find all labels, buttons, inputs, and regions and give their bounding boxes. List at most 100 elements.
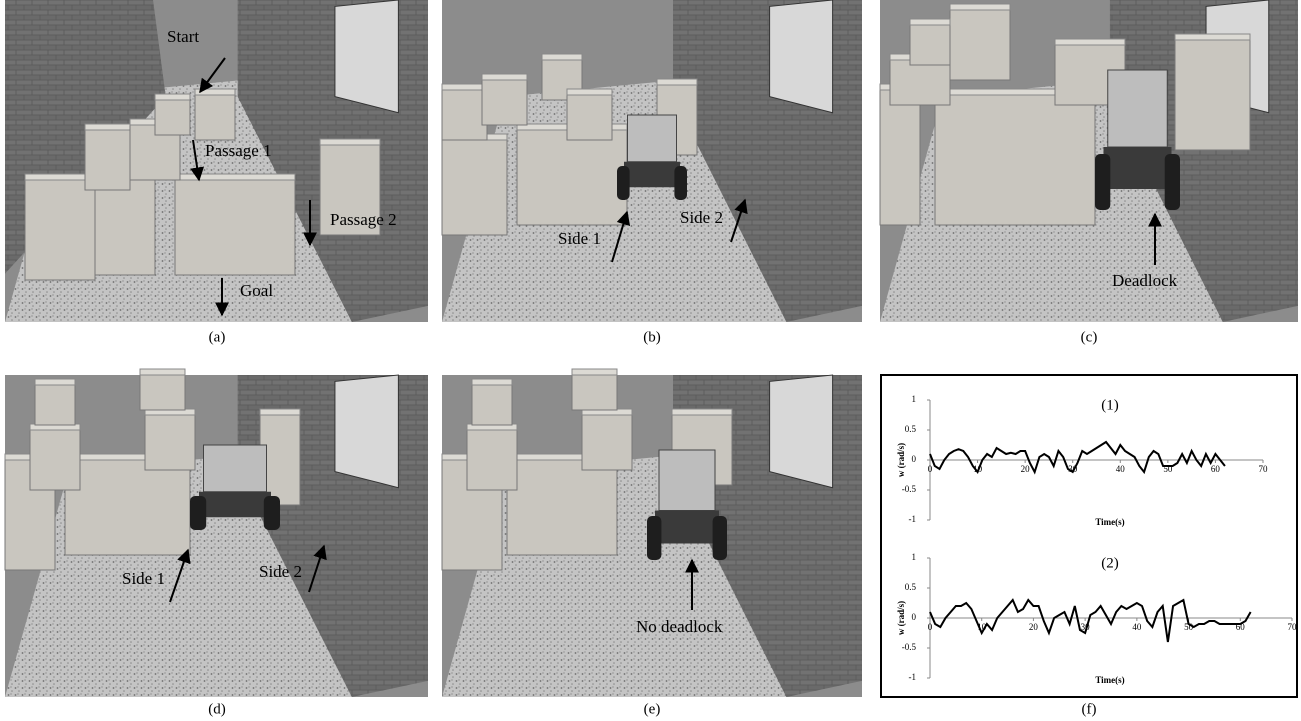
annotation: Passage 1 xyxy=(205,141,272,160)
box xyxy=(890,60,950,105)
box xyxy=(195,95,235,140)
box-top xyxy=(1175,34,1250,40)
poster xyxy=(770,0,833,113)
robot-base xyxy=(199,492,271,518)
box xyxy=(517,130,627,225)
robot-frame xyxy=(628,115,677,162)
x-axis-label: Time(s) xyxy=(1095,675,1124,685)
box-top xyxy=(472,379,512,385)
x-tick-label: 20 xyxy=(1029,622,1039,632)
box xyxy=(950,10,1010,80)
box-top xyxy=(910,19,950,25)
box xyxy=(582,415,632,470)
x-tick-label: 60 xyxy=(1211,464,1221,474)
box xyxy=(472,385,512,425)
annotation: Side 1 xyxy=(122,569,165,588)
caption: (f) xyxy=(1082,701,1097,717)
photo xyxy=(5,369,428,697)
y-tick-label: 0 xyxy=(912,454,917,464)
y-axis-label: w (rad/s) xyxy=(896,601,906,635)
photo xyxy=(442,369,862,697)
y-tick-label: -0.5 xyxy=(902,642,917,652)
box-top xyxy=(672,409,732,415)
annotation: Side 2 xyxy=(680,208,723,227)
box-top xyxy=(442,84,487,90)
robot-frame xyxy=(204,445,267,492)
robot-base xyxy=(1104,147,1172,189)
poster xyxy=(770,375,833,488)
y-axis-label: w (rad/s) xyxy=(896,443,906,477)
x-tick-label: 40 xyxy=(1132,622,1142,632)
box-top xyxy=(85,124,130,130)
y-tick-label: 0.5 xyxy=(905,424,917,434)
box xyxy=(482,80,527,125)
wheel xyxy=(1095,154,1110,210)
box-top xyxy=(482,74,527,80)
y-tick-label: -1 xyxy=(909,672,917,682)
box-top xyxy=(950,4,1010,10)
y-tick-label: 1 xyxy=(912,552,917,562)
annotation: No deadlock xyxy=(636,617,723,636)
box xyxy=(567,95,612,140)
chart-frame xyxy=(881,375,1297,697)
box xyxy=(35,385,75,425)
robot-frame xyxy=(659,450,715,511)
y-tick-label: 0 xyxy=(912,612,917,622)
box-top xyxy=(175,174,295,180)
caption: (d) xyxy=(208,701,226,717)
robot-base xyxy=(624,162,680,188)
box-top xyxy=(155,94,190,100)
box xyxy=(442,140,507,235)
caption: (b) xyxy=(643,329,661,345)
x-tick-label: 20 xyxy=(1021,464,1031,474)
figure: Start Passage 1 Passage 2 Goal Side 1 Si… xyxy=(0,0,1301,721)
poster xyxy=(335,375,398,488)
box xyxy=(65,460,190,555)
y-tick-label: -0.5 xyxy=(902,484,917,494)
box xyxy=(30,430,80,490)
photo xyxy=(880,0,1298,322)
box-top xyxy=(657,79,697,85)
chart-title: (2) xyxy=(1101,555,1119,571)
x-tick-label: 40 xyxy=(1116,464,1126,474)
box-top xyxy=(542,54,582,60)
wheel xyxy=(647,516,661,560)
box-top xyxy=(320,139,380,145)
y-tick-label: 0.5 xyxy=(905,582,917,592)
box xyxy=(572,375,617,410)
annotation: Deadlock xyxy=(1112,271,1178,290)
x-axis-label: Time(s) xyxy=(1095,517,1124,527)
wheel xyxy=(713,516,727,560)
box-top xyxy=(35,379,75,385)
robot-frame xyxy=(1108,70,1168,147)
caption: (a) xyxy=(209,329,226,345)
box xyxy=(155,100,190,135)
y-tick-label: -1 xyxy=(909,514,917,524)
chart-title: (1) xyxy=(1101,397,1119,413)
photo xyxy=(5,0,428,322)
box xyxy=(880,90,920,225)
annotation: Passage 2 xyxy=(330,210,397,229)
box xyxy=(85,130,130,190)
annotation: Start xyxy=(167,27,199,46)
y-tick-label: 1 xyxy=(912,394,917,404)
robot-base xyxy=(655,511,719,544)
annotation: Side 1 xyxy=(558,229,601,248)
box xyxy=(910,25,950,65)
x-tick-label: 0 xyxy=(928,464,933,474)
box-top xyxy=(1055,39,1125,45)
poster xyxy=(335,0,398,113)
caption: (c) xyxy=(1081,329,1098,345)
annotation: Side 2 xyxy=(259,562,302,581)
box-top xyxy=(572,369,617,375)
box xyxy=(467,430,517,490)
box xyxy=(1175,40,1250,150)
caption: (e) xyxy=(644,701,661,717)
wheel xyxy=(264,496,280,530)
box xyxy=(442,90,487,140)
box xyxy=(25,180,95,280)
box-top xyxy=(567,89,612,95)
box xyxy=(175,180,295,275)
x-tick-label: 70 xyxy=(1259,464,1269,474)
wheel xyxy=(190,496,206,530)
